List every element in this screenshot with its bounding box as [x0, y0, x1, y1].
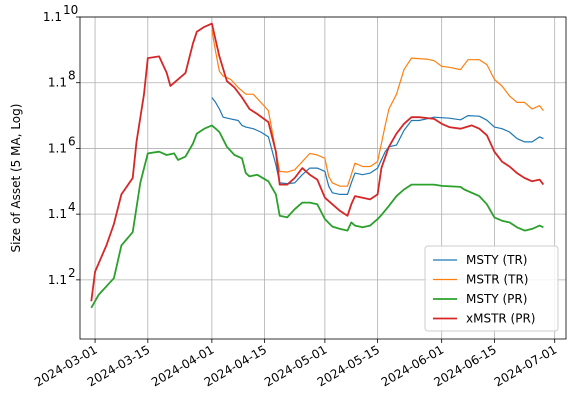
- y-tick-exponent: 2: [68, 266, 76, 280]
- series-line-msty-pr: [90, 124, 544, 309]
- y-tick-exponent: 10: [63, 3, 78, 17]
- x-axis: 2024-03-012024-03-152024-04-012024-04-15…: [32, 339, 559, 389]
- legend-item: MSTY (TR): [433, 253, 527, 267]
- legend: MSTY (TR) MSTR (TR) MSTY (PR) xMSTR (PR): [424, 245, 559, 332]
- y-tick-label: 1.1 8: [48, 69, 76, 90]
- y-tick-base: 1.1: [43, 10, 62, 24]
- legend-label: MSTR (TR): [466, 273, 528, 287]
- x-tick-label: 2024-07-01: [492, 342, 559, 389]
- y-axis: 1.1 21.1 41.1 61.1 81.1 10: [43, 3, 80, 287]
- series-line-msty-tr: [211, 97, 544, 195]
- y-tick-label: 1.1 2: [48, 266, 76, 287]
- legend-item: MSTY (PR): [433, 292, 527, 306]
- y-tick-label: 1.1 4: [48, 200, 76, 221]
- y-tick-exponent: 4: [68, 200, 76, 214]
- legend-item: MSTR (TR): [433, 273, 528, 287]
- y-tick-base: 1.1: [48, 273, 67, 287]
- series-line-xmstr-pr: [90, 22, 545, 302]
- legend-item: xMSTR (PR): [433, 312, 536, 326]
- series-line-mstr-tr: [211, 29, 544, 187]
- y-tick-base: 1.1: [48, 76, 67, 90]
- y-tick-base: 1.1: [48, 141, 67, 155]
- y-tick-exponent: 6: [68, 134, 76, 148]
- y-tick-exponent: 8: [68, 69, 76, 83]
- legend-box: [424, 245, 559, 332]
- plot-area: [79, 16, 567, 340]
- legend-label: xMSTR (PR): [466, 312, 536, 326]
- y-tick-base: 1.1: [48, 207, 67, 221]
- y-tick-label: 1.1 6: [48, 134, 76, 155]
- legend-label: MSTY (TR): [466, 253, 527, 267]
- y-tick-label: 1.1 10: [43, 3, 78, 24]
- y-axis-label: Size of Asset (5 MA, Log): [9, 104, 23, 253]
- legend-label: MSTY (PR): [466, 292, 527, 306]
- series-lines: [90, 22, 545, 309]
